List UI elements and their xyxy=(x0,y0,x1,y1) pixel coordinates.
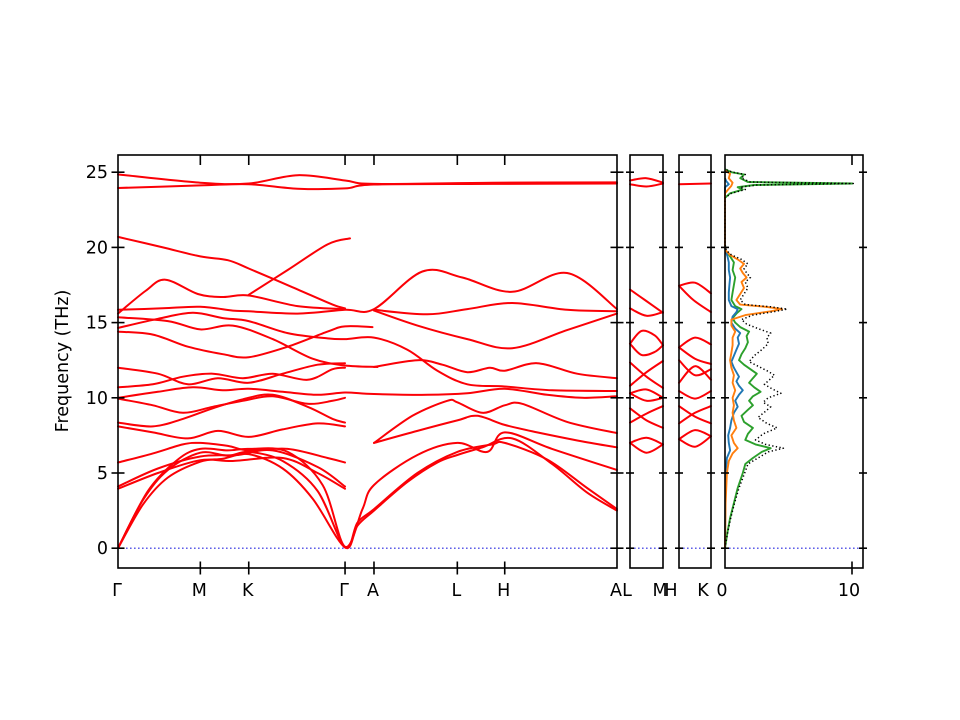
band-curve xyxy=(629,182,664,188)
band-curve xyxy=(117,362,346,386)
band-curve xyxy=(117,316,379,368)
band-curve xyxy=(373,359,618,380)
band-curve xyxy=(117,173,618,186)
band-curve xyxy=(117,441,346,464)
y-tick-label: 0 xyxy=(97,539,108,559)
band-curve xyxy=(117,431,618,550)
x-tick-label: L xyxy=(622,581,632,601)
partial-dos-green-curve xyxy=(724,168,853,549)
band-curve xyxy=(117,268,618,315)
band-curve xyxy=(629,436,664,446)
band-curve xyxy=(117,456,346,490)
band-curve xyxy=(117,311,618,392)
band-curve xyxy=(678,346,712,365)
band-curve xyxy=(117,182,618,191)
band-hk-frame xyxy=(678,154,712,569)
band-curve xyxy=(678,359,712,377)
x-tick-label: 10 xyxy=(838,581,860,601)
x-tick-label: L xyxy=(451,581,461,601)
y-tick-label: 20 xyxy=(86,238,108,258)
band-curve xyxy=(117,278,346,315)
x-tick-label: Γ xyxy=(339,581,349,601)
x-tick-label: H xyxy=(664,581,677,601)
x-tick-label: H xyxy=(497,581,510,601)
band-curve xyxy=(678,336,712,349)
band-lm-frame xyxy=(629,154,664,569)
band-curve xyxy=(678,405,712,425)
band-curve xyxy=(373,398,618,444)
band-curve xyxy=(117,393,346,428)
band-curve xyxy=(247,237,351,296)
x-tick-label: K xyxy=(697,581,709,601)
x-tick-label: A xyxy=(610,581,622,601)
band-curve xyxy=(117,386,618,399)
x-tick-label: M xyxy=(192,581,207,601)
band-curve xyxy=(678,182,712,186)
band-main-frame xyxy=(117,154,618,569)
band-curve xyxy=(678,281,712,295)
y-tick-label: 10 xyxy=(86,389,108,409)
band-curve xyxy=(629,388,664,399)
band-curve xyxy=(117,235,346,310)
x-tick-label: A xyxy=(367,581,379,601)
band-curve xyxy=(373,414,618,449)
y-tick-label: 5 xyxy=(97,464,108,484)
y-axis-title: Frequency (THz) xyxy=(53,290,73,433)
x-tick-label: M xyxy=(652,581,667,601)
band-curve xyxy=(629,407,664,429)
band-curve xyxy=(629,441,664,454)
dos-frame xyxy=(724,154,864,569)
band-curve xyxy=(629,288,664,314)
band-curve xyxy=(117,422,346,440)
band-curve xyxy=(678,435,712,448)
partial-dos-orange-curve xyxy=(724,169,784,549)
band-curve xyxy=(678,405,712,425)
band-curve xyxy=(678,429,712,441)
band-curve xyxy=(629,360,664,387)
x-tick-label: Γ xyxy=(112,581,122,601)
band-curve xyxy=(373,309,618,350)
band-curve xyxy=(629,329,664,347)
band-curve xyxy=(629,342,664,357)
x-tick-label: K xyxy=(242,581,254,601)
x-tick-label: 0 xyxy=(716,581,727,601)
partial-dos-blue-curve xyxy=(724,177,744,549)
y-tick-label: 25 xyxy=(86,163,108,183)
band-curve xyxy=(629,177,664,184)
band-curve xyxy=(678,390,712,400)
band-curve xyxy=(678,284,712,314)
total-dos-curve xyxy=(724,168,855,549)
y-tick-label: 15 xyxy=(86,314,108,334)
band-curve xyxy=(678,365,712,384)
band-curve xyxy=(117,395,346,414)
band-curve xyxy=(117,325,374,359)
band-curve xyxy=(629,392,664,402)
band-curve xyxy=(117,366,346,389)
band-curve xyxy=(629,307,664,317)
band-curve xyxy=(629,405,664,424)
band-curve xyxy=(373,301,618,316)
band-curve xyxy=(629,361,664,389)
